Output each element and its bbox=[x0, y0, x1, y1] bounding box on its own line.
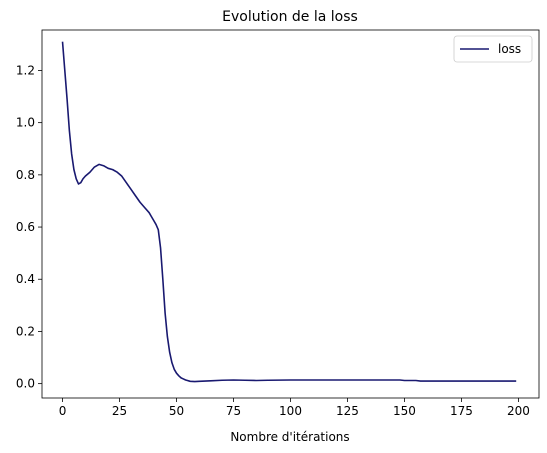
y-tick-label: 0.4 bbox=[16, 272, 35, 286]
y-tick-label: 0.6 bbox=[16, 220, 35, 234]
x-tick-label: 150 bbox=[393, 404, 416, 418]
chart-title: Evolution de la loss bbox=[222, 9, 358, 25]
y-tick-label: 1.0 bbox=[16, 116, 35, 130]
plot-frame bbox=[41, 29, 540, 399]
x-tick-label: 25 bbox=[112, 404, 127, 418]
series-line-loss bbox=[61, 41, 517, 383]
y-tick-label: 1.2 bbox=[16, 63, 35, 77]
x-tick-label: 125 bbox=[336, 404, 359, 418]
y-tick-label: 0.8 bbox=[16, 168, 35, 182]
x-tick-label: 0 bbox=[59, 404, 67, 418]
x-tick-label: 50 bbox=[169, 404, 184, 418]
x-tick-label: 200 bbox=[507, 404, 530, 418]
x-axis-ticks: 0 25 50 75 100 125 150 175 200 bbox=[59, 398, 530, 418]
x-tick-label: 100 bbox=[279, 404, 302, 418]
x-axis-label: Nombre d'itérations bbox=[230, 430, 349, 444]
legend-label-loss: loss bbox=[498, 42, 521, 56]
y-tick-label: 0.0 bbox=[16, 377, 35, 391]
x-tick-label: 75 bbox=[226, 404, 241, 418]
legend-box bbox=[453, 35, 533, 63]
x-tick-label: 175 bbox=[450, 404, 473, 418]
plot-series bbox=[61, 41, 517, 383]
y-axis-ticks: 0.0 0.2 0.4 0.6 0.8 1.0 1.2 bbox=[16, 63, 42, 391]
y-tick-label: 0.2 bbox=[16, 324, 35, 338]
legend: loss bbox=[453, 35, 533, 63]
